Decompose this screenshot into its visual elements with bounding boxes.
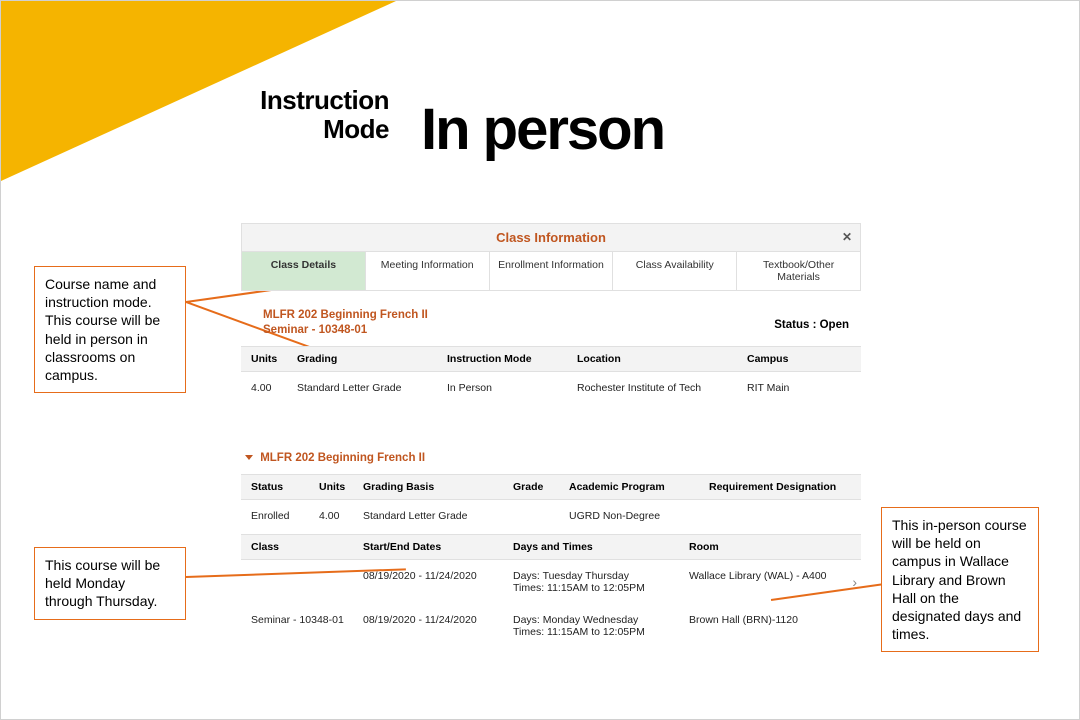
table-row: Enrolled 4.00 Standard Letter Grade UGRD… bbox=[241, 500, 861, 533]
expand-toggle[interactable]: MLFR 202 Beginning French II bbox=[241, 448, 861, 474]
th-grade: Grade bbox=[505, 475, 561, 500]
td-program: UGRD Non-Degree bbox=[561, 500, 701, 533]
times-text: Times: 11:15AM to 12:05PM bbox=[513, 582, 645, 594]
course-status: Status : Open bbox=[774, 319, 849, 331]
th-req: Requirement Designation bbox=[701, 475, 861, 500]
tab-meeting-info[interactable]: Meeting Information bbox=[366, 252, 490, 290]
td-units: 4.00 bbox=[241, 372, 289, 405]
course-header: MLFR 202 Beginning French II Seminar - 1… bbox=[241, 291, 861, 346]
enroll-table: Status Units Grading Basis Grade Academi… bbox=[241, 474, 861, 532]
th-grading: Grading bbox=[289, 347, 439, 372]
table-row: 08/19/2020 - 11/24/2020 Days: Tuesday Th… bbox=[241, 560, 861, 605]
times-text: Times: 11:15AM to 12:05PM bbox=[513, 626, 645, 638]
td-dates1: 08/19/2020 - 11/24/2020 bbox=[355, 604, 505, 648]
tab-textbook[interactable]: Textbook/Other Materials bbox=[737, 252, 860, 290]
th-class: Class bbox=[241, 535, 355, 560]
td-status: Enrolled bbox=[241, 500, 311, 533]
enrollment-section: MLFR 202 Beginning French II Status Unit… bbox=[241, 448, 861, 648]
close-icon[interactable]: ✕ bbox=[842, 230, 852, 244]
expand-label: MLFR 202 Beginning French II bbox=[260, 452, 425, 464]
heading-small: Instruction Mode bbox=[239, 86, 389, 143]
td-room1: Brown Hall (BRN)-1120 bbox=[681, 604, 861, 648]
chevron-right-icon[interactable]: › bbox=[852, 574, 857, 590]
th-program: Academic Program bbox=[561, 475, 701, 500]
tab-class-availability[interactable]: Class Availability bbox=[613, 252, 737, 290]
panel-header: Class Information ✕ bbox=[241, 223, 861, 252]
tab-enrollment-info[interactable]: Enrollment Information bbox=[490, 252, 614, 290]
td-location: Rochester Institute of Tech bbox=[569, 372, 739, 405]
td-days1: Days: Monday Wednesday Times: 11:15AM to… bbox=[505, 604, 681, 648]
panel-title: Class Information bbox=[496, 230, 606, 245]
th-units: Units bbox=[241, 347, 289, 372]
td-req bbox=[701, 500, 861, 533]
details-table: Units Grading Instruction Mode Location … bbox=[241, 346, 861, 404]
td-class0 bbox=[241, 560, 355, 605]
callout-course-mode: Course name and instruction mode. This c… bbox=[34, 266, 186, 393]
th-days: Days and Times bbox=[505, 535, 681, 560]
tab-class-details[interactable]: Class Details bbox=[242, 252, 366, 290]
td-room0: Wallace Library (WAL) - A400 › bbox=[681, 560, 861, 605]
th-grading-basis: Grading Basis bbox=[355, 475, 505, 500]
callout-rooms: This in-person course will be held on ca… bbox=[881, 507, 1039, 652]
class-info-panel: Class Information ✕ Class Details Meetin… bbox=[241, 223, 861, 404]
td-grading: Standard Letter Grade bbox=[289, 372, 439, 405]
days-text: Days: Monday Wednesday bbox=[513, 614, 638, 626]
days-text: Days: Tuesday Thursday bbox=[513, 570, 629, 582]
th-location: Location bbox=[569, 347, 739, 372]
td-mode: In Person bbox=[439, 372, 569, 405]
th-room: Room bbox=[681, 535, 861, 560]
td-campus: RIT Main bbox=[739, 372, 861, 405]
th-status: Status bbox=[241, 475, 311, 500]
td-units2: 4.00 bbox=[311, 500, 355, 533]
chevron-down-icon bbox=[245, 455, 253, 460]
table-row: Seminar - 10348-01 08/19/2020 - 11/24/20… bbox=[241, 604, 861, 648]
schedule-table: Class Start/End Dates Days and Times Roo… bbox=[241, 534, 861, 648]
td-class1: Seminar - 10348-01 bbox=[241, 604, 355, 648]
th-campus: Campus bbox=[739, 347, 861, 372]
td-grading-basis: Standard Letter Grade bbox=[355, 500, 505, 533]
course-subtitle: Seminar - 10348-01 bbox=[263, 324, 851, 336]
td-days0: Days: Tuesday Thursday Times: 11:15AM to… bbox=[505, 560, 681, 605]
callout-schedule-days: This course will be held Monday through … bbox=[34, 547, 186, 620]
course-title: MLFR 202 Beginning French II bbox=[263, 309, 851, 321]
td-grade bbox=[505, 500, 561, 533]
th-dates: Start/End Dates bbox=[355, 535, 505, 560]
th-units2: Units bbox=[311, 475, 355, 500]
table-row: 4.00 Standard Letter Grade In Person Roc… bbox=[241, 372, 861, 405]
tab-bar: Class Details Meeting Information Enroll… bbox=[241, 252, 861, 291]
room-text: Wallace Library (WAL) - A400 bbox=[689, 570, 827, 582]
td-dates0: 08/19/2020 - 11/24/2020 bbox=[355, 560, 505, 605]
heading-small-line1: Instruction bbox=[260, 85, 389, 115]
th-instruction-mode: Instruction Mode bbox=[439, 347, 569, 372]
heading-large: In person bbox=[421, 96, 664, 163]
heading-small-line2: Mode bbox=[323, 114, 389, 144]
